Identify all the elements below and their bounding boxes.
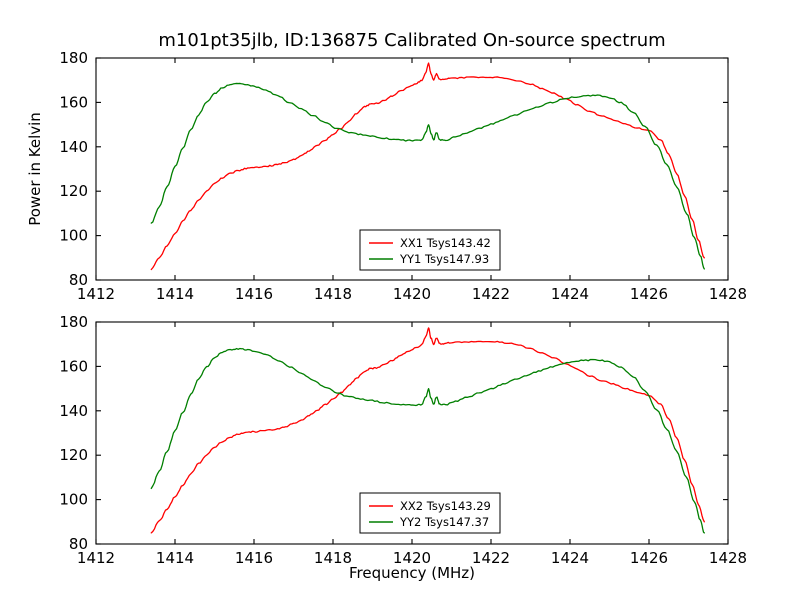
y-tick-label: 180 [59,49,88,67]
x-tick-label: 1418 [314,549,352,567]
y-axis-label: Power in Kelvin [26,112,44,226]
legend: XX2 Tsys143.29 YY2 Tsys147.37 [359,492,501,534]
spectrum-trace-xx1 [150,62,705,271]
y-tick-label: 100 [59,491,88,509]
bottom-panel-axes: 1412 1414 1416 1418 1420 1422 1424 1426 1428 80 10… [59,313,747,567]
x-tick-label: 1420 [393,549,431,567]
x-tick-label: 1416 [235,285,273,303]
y-tick-label: 120 [59,182,88,200]
y-tick-label: 120 [59,446,88,464]
y-tick-label: 160 [59,357,88,375]
page-title: m101pt35jlb, ID:136875 Calibrated On-sou… [158,30,665,51]
x-tick-label: 1414 [156,285,194,303]
x-tick-label: 1420 [393,285,431,303]
top-panel-axes: 1412 1414 1416 1418 1420 1422 1424 1426 1428 80 10… [59,49,747,303]
x-tick-label: 1422 [472,285,510,303]
y-tick-label: 80 [69,271,88,289]
legend-label: XX1 Tsys143.42 [400,236,491,250]
x-axis-label: Frequency (MHz) [349,564,475,582]
x-tick-label: 1428 [709,549,747,567]
x-tick-label: 1424 [551,285,589,303]
x-tick-label: 1426 [630,549,668,567]
y-tick-label: 180 [59,313,88,331]
legend: XX1 Tsys143.42 YY1 Tsys147.93 [359,229,501,271]
spectrum-trace-xx2 [150,327,705,534]
spectrum-trace-yy1 [150,82,705,270]
x-tick-label: 1412 [77,285,115,303]
x-tick-label: 1418 [314,285,352,303]
y-tick-label: 100 [59,227,88,245]
legend-label: YY2 Tsys147.37 [399,515,489,529]
y-tick-label: 140 [59,402,88,420]
x-tick-label: 1412 [77,549,115,567]
x-tick-label: 1422 [472,549,510,567]
x-tick-label: 1426 [630,285,668,303]
y-tick-label: 140 [59,138,88,156]
x-tick-label: 1428 [709,285,747,303]
spectrum-trace-yy2 [150,347,705,534]
y-tick-label: 160 [59,93,88,111]
x-tick-label: 1424 [551,549,589,567]
legend-label: YY1 Tsys147.93 [399,252,489,266]
x-tick-label: 1414 [156,549,194,567]
y-tick-label: 80 [69,535,88,553]
legend-label: XX2 Tsys143.29 [400,499,491,513]
x-tick-label: 1416 [235,549,273,567]
